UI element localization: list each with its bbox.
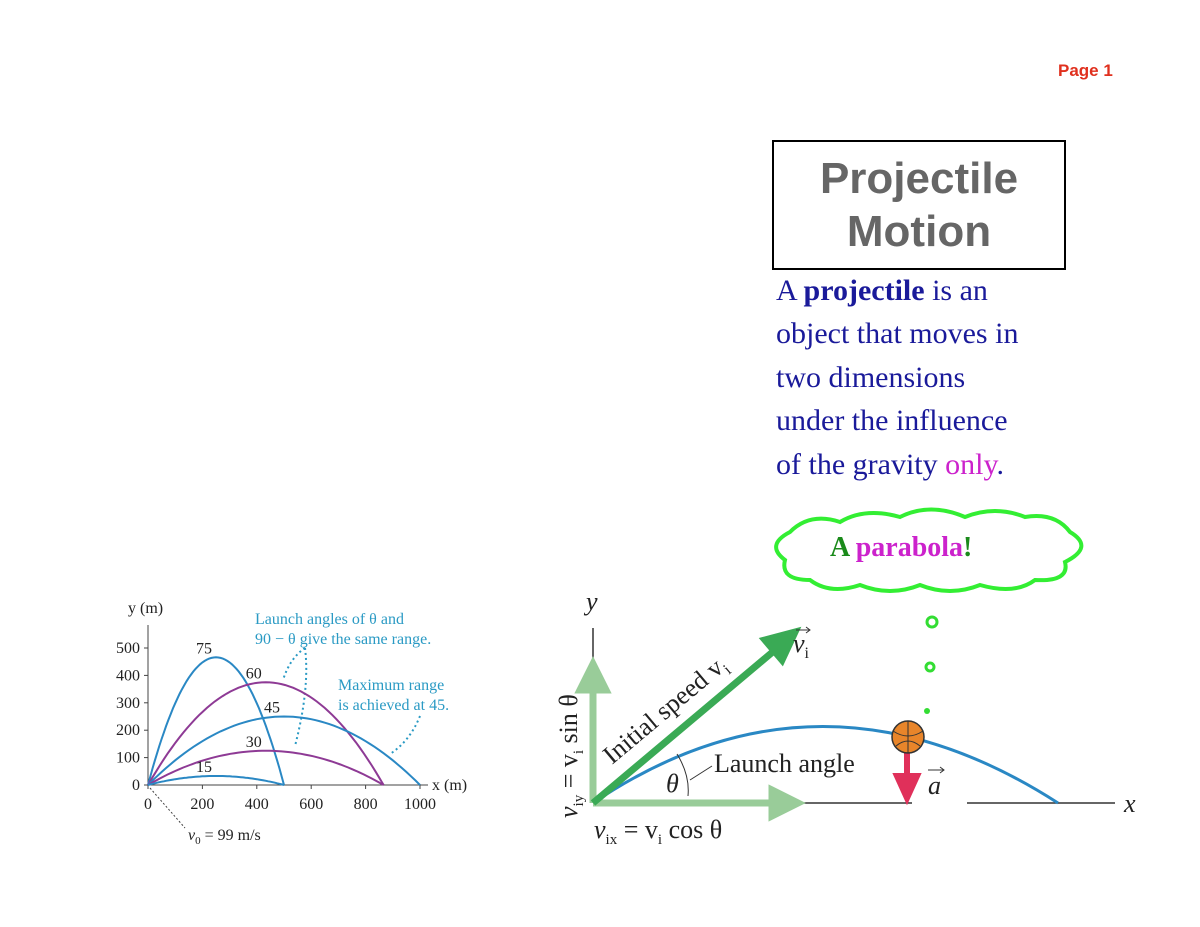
definition-line: two dimensions bbox=[776, 361, 965, 394]
annotation: is achieved at 45. bbox=[338, 697, 449, 714]
title: Projectile bbox=[820, 154, 1018, 203]
vector-arrow bbox=[796, 626, 811, 634]
text: v bbox=[793, 629, 805, 658]
ball-seams bbox=[892, 721, 924, 753]
callout-cloud bbox=[774, 507, 1084, 593]
trajectory-chart: y (m) x (m) Launch angles of θ and 90 − … bbox=[116, 600, 467, 847]
x-tick-label: 1000 bbox=[404, 796, 436, 813]
trajectory bbox=[147, 749, 385, 786]
definition-line: A projectile is an bbox=[776, 274, 988, 307]
x-axis-label: x (m) bbox=[432, 777, 467, 794]
axis-label: x bbox=[1123, 789, 1136, 818]
text: v bbox=[554, 806, 583, 818]
trajectory bbox=[592, 725, 1059, 805]
text: 0 bbox=[195, 835, 201, 847]
leader bbox=[149, 787, 186, 829]
text: is an bbox=[925, 274, 988, 307]
vector-label: vi bbox=[793, 629, 810, 662]
angle-label: 15 bbox=[196, 759, 212, 776]
annotation: Maximum range bbox=[338, 677, 444, 694]
thought-dot bbox=[924, 708, 930, 714]
text: v bbox=[594, 815, 606, 844]
angle-label: 30 bbox=[246, 734, 262, 751]
text: v bbox=[188, 827, 196, 844]
callout: A parabola! bbox=[830, 532, 972, 563]
text: i bbox=[658, 832, 662, 848]
leader bbox=[689, 765, 713, 781]
x-tick-label: 0 bbox=[144, 796, 152, 813]
x-tick-label: 400 bbox=[245, 796, 269, 813]
y-tick-label: 300 bbox=[116, 695, 140, 712]
axis-label: y bbox=[583, 587, 598, 616]
page-number: Page 1 bbox=[1058, 61, 1113, 80]
y-tick-label: 100 bbox=[116, 750, 140, 767]
annotation: Launch angles of θ and bbox=[255, 611, 404, 628]
definition-line: of the gravity only. bbox=[776, 448, 1004, 481]
trajectory bbox=[147, 775, 285, 786]
accel-label: a bbox=[928, 771, 941, 800]
text: of the gravity bbox=[776, 448, 945, 481]
thought-dot bbox=[925, 615, 939, 629]
text: i bbox=[571, 750, 587, 754]
gravity-arrow bbox=[892, 752, 922, 806]
angle-label: 75 bbox=[196, 640, 212, 657]
text: ix bbox=[606, 832, 618, 848]
title: Motion bbox=[847, 207, 991, 256]
vy-arrow bbox=[574, 656, 612, 803]
text: parabola bbox=[856, 532, 963, 563]
text: ! bbox=[963, 532, 972, 563]
text: = v bbox=[617, 815, 658, 844]
angle-label: 60 bbox=[246, 665, 262, 682]
vy-label: viy = vi sin θ bbox=[554, 694, 587, 818]
title-box bbox=[772, 140, 1066, 270]
trajectory bbox=[147, 656, 285, 786]
mask bbox=[912, 795, 967, 809]
vx-label: vix = vi cos θ bbox=[594, 815, 722, 848]
angle-label: 45 bbox=[264, 700, 280, 717]
vx-arrow bbox=[593, 784, 806, 822]
x-tick-label: 800 bbox=[354, 796, 378, 813]
text: iy bbox=[571, 794, 587, 806]
thought-dot bbox=[924, 661, 936, 673]
y-axis-label: y (m) bbox=[128, 600, 163, 617]
text: A bbox=[830, 532, 856, 563]
text: = v bbox=[554, 754, 583, 795]
definition-line: under the influence bbox=[776, 404, 1008, 437]
trajectory bbox=[147, 715, 421, 786]
text: . bbox=[997, 448, 1005, 481]
speed-label: v0 = 99 m/s bbox=[188, 827, 261, 847]
y-tick-label: 500 bbox=[116, 640, 140, 657]
annotation: 90 − θ give the same range. bbox=[255, 631, 431, 648]
velocity-arrow bbox=[590, 626, 802, 806]
text: A bbox=[776, 274, 804, 307]
x-tick-label: 200 bbox=[190, 796, 214, 813]
launch-label: Launch angle bbox=[714, 749, 855, 778]
y-tick-label: 0 bbox=[132, 777, 140, 794]
annotation-arrow bbox=[282, 647, 308, 747]
annotation-arrow bbox=[389, 715, 421, 755]
text: sin θ bbox=[554, 694, 583, 750]
vector-arrow bbox=[928, 766, 945, 774]
projectile-diagram: y x θ Launch angle Initial speed vi vi v… bbox=[554, 587, 1136, 848]
angle-arc bbox=[676, 753, 689, 797]
y-tick-label: 200 bbox=[116, 722, 140, 739]
trajectory bbox=[147, 681, 385, 786]
x-tick-label: 600 bbox=[299, 796, 323, 813]
text: i bbox=[805, 645, 810, 662]
definition-line: object that moves in bbox=[776, 317, 1018, 350]
text: cos θ bbox=[662, 815, 722, 844]
emphasis: only bbox=[945, 448, 998, 481]
y-tick-label: 400 bbox=[116, 667, 140, 684]
text: Initial speed v bbox=[597, 653, 728, 770]
keyword: projectile bbox=[804, 274, 925, 307]
text: = 99 m/s bbox=[201, 827, 261, 844]
angle-symbol: θ bbox=[666, 769, 679, 798]
